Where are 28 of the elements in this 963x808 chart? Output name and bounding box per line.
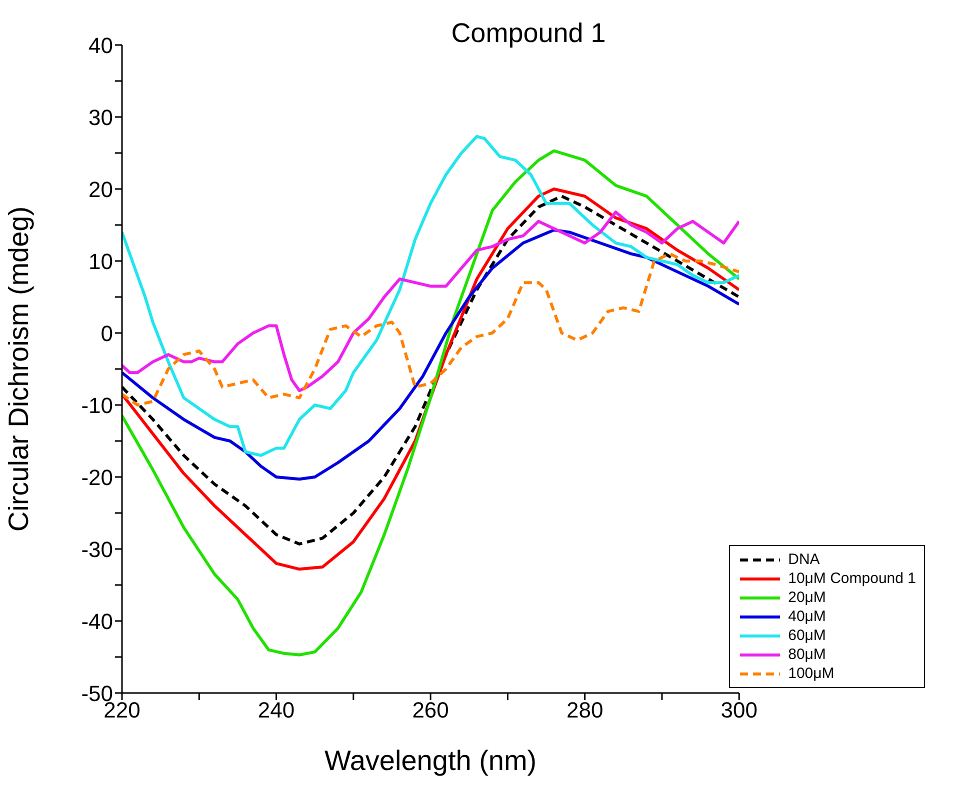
y-tick-label: -30 [81,536,113,562]
y-tick-label: 10 [88,248,113,274]
line-series [122,228,740,481]
legend-label: 10μM Compound 1 [788,570,916,587]
y-tick-label: -40 [81,608,113,634]
y-tick-label: 40 [88,32,113,58]
legend-label: 60μM [788,627,826,644]
y-tick-label: -20 [81,464,113,490]
y-tick-label: 0 [100,320,113,346]
line-series [122,252,740,406]
y-tick-label: -10 [81,392,113,418]
legend-label: 80μM [788,646,826,663]
x-tick-label: 280 [566,698,604,723]
x-tick-label: 260 [412,698,449,723]
x-axis-title: Wavelength (nm) [324,745,537,776]
y-axis-title: Circular Dichroism (mdeg) [2,206,34,532]
legend-label: DNA [788,551,820,568]
x-tick-label: 300 [720,698,758,723]
legend-label: 20μM [788,589,826,606]
y-tick-label: 20 [88,176,113,202]
chart-title: Compound 1 [450,18,607,49]
y-tick-label: 30 [88,104,113,130]
line-series [122,134,740,457]
line-series [122,210,740,392]
legend-label: 100μM [788,665,834,682]
x-tick-label: 240 [258,698,295,723]
legend-label: 40μM [788,608,826,625]
line-series [122,149,740,656]
